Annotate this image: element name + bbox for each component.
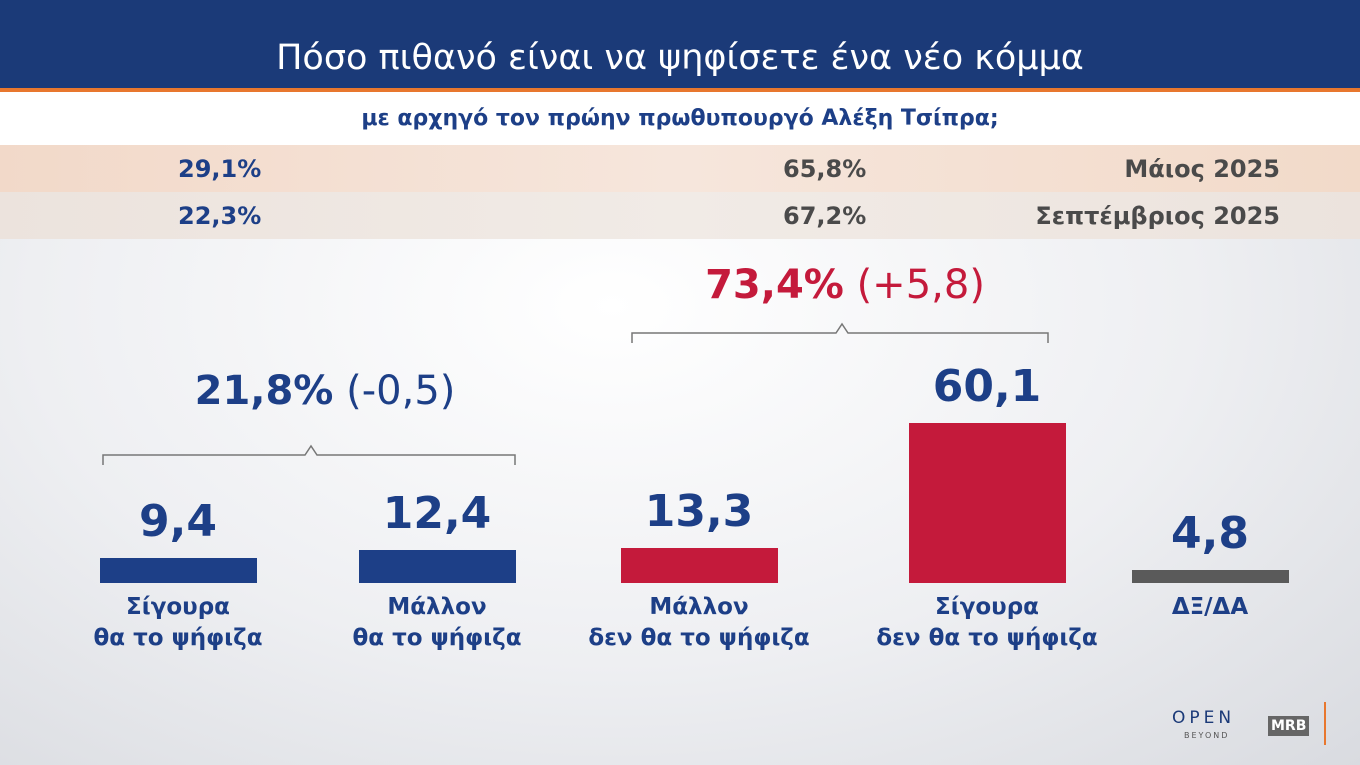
subtitle: με αρχηγό τον πρώην πρωθυπουργό Αλέξη Τσ… (0, 92, 1360, 145)
row-period: Μάιος 2025 (1124, 155, 1280, 183)
group-change: (+5,8) (856, 262, 985, 308)
header-band (0, 0, 1360, 88)
value-label: 4,8 (1171, 508, 1249, 560)
title: Πόσο πιθανό είναι να ψηφίσετε ένα νέο κό… (276, 38, 1084, 78)
comparison-row: 29,1% 65,8% Μάιος 2025 (0, 145, 1360, 192)
row-value: 67,2% (783, 202, 867, 230)
category-label: Μάλλον δεν θα το ψήφιζα (588, 594, 810, 651)
row-value: 22,3% (178, 202, 262, 230)
value-label: 60,1 (932, 361, 1042, 412)
bar (620, 547, 778, 583)
row-period: Σεπτέμβριος 2025 (1035, 202, 1280, 230)
value-label: 13,3 (644, 485, 754, 537)
group-total: 73,4% (705, 262, 844, 308)
comparison-row: 22,3% 67,2% Σεπτέμβριος 2025 (0, 192, 1360, 239)
category-label: Σίγουρα θα το ψήφιζα (93, 594, 263, 651)
bar (908, 423, 1066, 583)
category-label: Σίγουρα δεν θα το ψήφιζα (876, 594, 1098, 651)
group-total: 21,8% (194, 368, 334, 414)
bar (358, 549, 516, 583)
row-value: 65,8% (783, 155, 867, 183)
logo: MRB (1268, 716, 1310, 736)
group-change: (-0,5) (346, 368, 456, 414)
header-accent (0, 88, 1360, 92)
bracket (102, 444, 516, 465)
row-value: 29,1% (178, 155, 262, 183)
bracket (631, 322, 1049, 343)
value-label: 12,4 (382, 487, 492, 539)
logo: OPEN (1172, 708, 1236, 728)
value-label: 9,4 (139, 495, 217, 547)
bar (1131, 570, 1289, 583)
group-annotation: 21,8% (-0,5) (115, 368, 535, 414)
logo: BEYOND (1184, 731, 1230, 740)
category-label: ΔΞ/ΔΑ (1171, 594, 1249, 620)
bar (99, 557, 257, 583)
category-label: Μάλλον θα το ψήφιζα (352, 594, 522, 651)
group-annotation: 73,4% (+5,8) (635, 262, 1055, 308)
